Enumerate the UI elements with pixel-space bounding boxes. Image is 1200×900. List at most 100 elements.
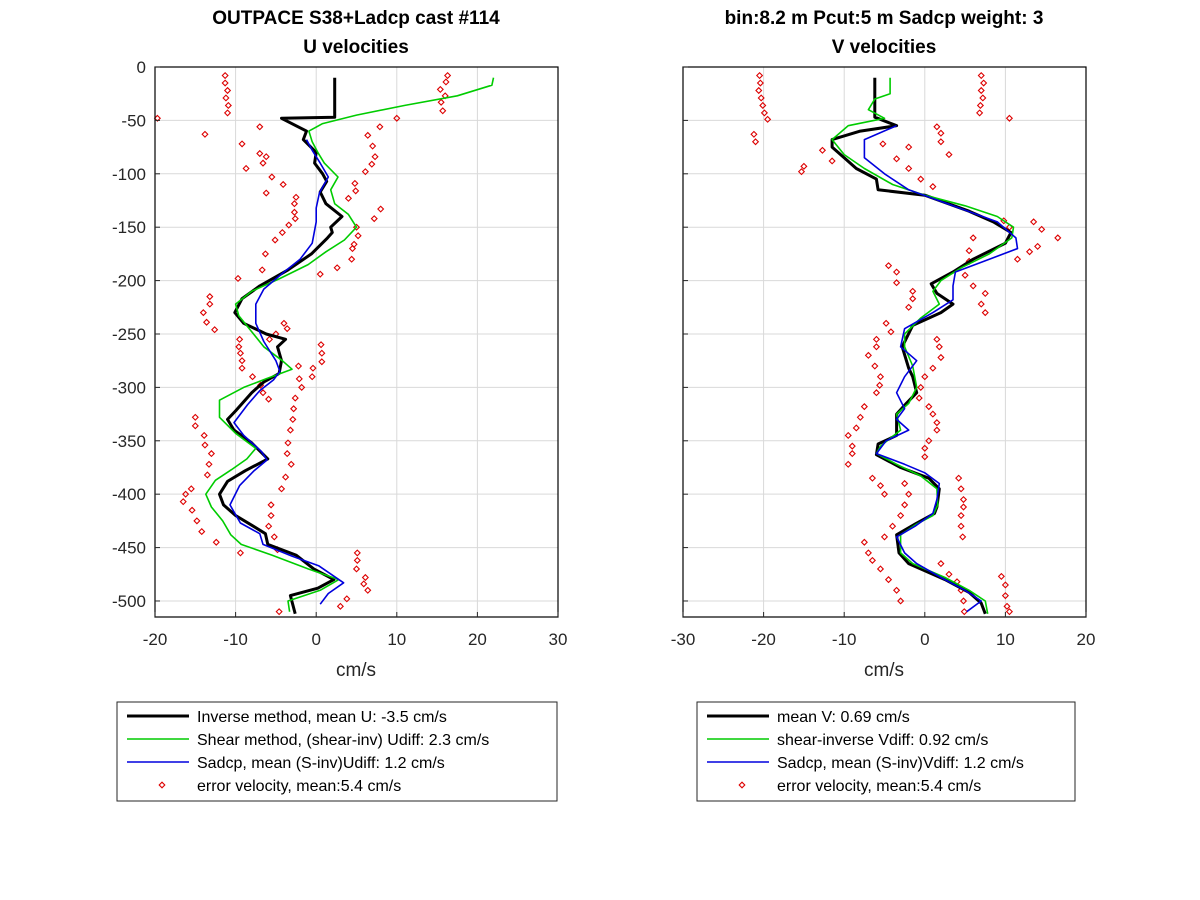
u-error-velocity-point [290,208,299,216]
v-legend-swatch [738,781,746,789]
u-error-velocity-point [203,471,211,479]
u-error-velocity-point [222,94,230,102]
u-error-velocity-point [371,153,379,161]
u-error-velocity-point [348,255,356,263]
v-error-velocity-point [888,522,897,530]
v-error-velocity-point [864,549,872,557]
v-legend-label: error velocity, mean:5.4 cm/s [777,778,981,795]
v-axes-frame [682,66,1087,618]
u-error-velocity-point [368,160,376,168]
v-error-velocity-point [893,279,901,287]
u-error-velocity-point [224,101,232,110]
v-error-velocity-point [981,309,989,317]
u-axes-frame [154,66,559,618]
v-error-velocity-point [828,157,836,165]
v-panel-subtitle: V velocities [832,37,937,58]
u-error-velocity-point [436,85,444,94]
u-error-velocity-point [281,473,290,481]
u-error-velocity-point [223,109,232,117]
v-error-velocity-point [933,419,941,427]
u-velocity-panel: OUTPACE S38+Ladcp cast #114 U velocities… [112,8,567,802]
u-x-ticks: -20 -10 0 10 20 30 [143,612,567,649]
v-error-velocity-point [1034,242,1042,250]
u-error-velocity-point [351,179,359,187]
v-legend-label: Sadcp, mean (S-inv)Vdiff: 1.2 cm/s [777,755,1024,772]
v-error-velocity-point [960,608,968,616]
u-error-velocity-point [261,250,269,258]
u-y-tick-label: -300 [112,378,146,397]
v-x-ticks: -30 -20 -10 0 10 20 [671,612,1096,649]
u-x-axis-label: cm/s [336,660,376,681]
u-x-tick-label: 0 [311,630,320,649]
u-error-velocity-point [236,549,245,557]
u-error-velocity-point [353,556,361,564]
u-error-velocity-point [221,71,229,80]
v-error-velocity-point [760,109,768,117]
u-y-tick-label: -150 [112,218,146,237]
v-error-velocity-point [1003,602,1011,610]
u-error-velocity-point [285,221,293,229]
v-error-velocity-point [977,71,985,80]
v-error-velocity-point [872,335,881,343]
u-error-velocity-point [286,426,294,434]
u-error-velocity-point [283,450,291,458]
u-error-velocity-point [265,395,273,403]
v-error-velocity-point [929,410,937,418]
u-error-velocity-point [256,123,264,131]
u-error-velocity-point [221,79,229,87]
v-error-velocity-point [937,129,945,137]
u-error-velocity-point [353,549,361,557]
v-error-velocity-point [893,155,901,163]
u-error-velocity-point [376,123,384,131]
u-error-velocity-point [236,349,245,357]
u-error-velocity-point [205,460,213,468]
u-sadcp-line [229,139,345,605]
v-error-velocity-point [957,511,965,520]
v-x-axis-label: cm/s [864,660,904,681]
u-error-velocity-point [290,200,299,208]
u-error-velocity-point [242,164,250,173]
v-inverse-line [830,77,1013,615]
u-error-velocity-point [284,439,292,447]
v-x-tick-label: -20 [751,630,776,649]
u-error-velocity-point [309,364,317,372]
v-error-velocity-point [905,303,913,311]
v-error-velocity-point [755,71,764,80]
u-error-velocity-point [289,415,297,424]
v-error-velocity-point [872,389,881,397]
v-error-velocity-point [797,168,806,176]
u-error-velocity-point [238,140,246,148]
u-error-velocity-point [201,130,209,138]
v-error-velocity-point [887,328,895,336]
v-error-velocity-point [876,381,884,389]
u-shear-line [205,77,495,612]
v-error-velocity-point [925,403,933,411]
v-error-velocity-point [1030,218,1038,226]
v-error-velocity-point [1026,248,1034,256]
v-error-velocity-point [897,511,905,520]
u-error-velocity-point [277,485,286,493]
v-error-velocity-point [880,490,889,498]
v-error-velocity-point [860,538,868,546]
v-error-velocity-point [957,522,965,530]
u-error-velocity-point [292,193,300,201]
u-error-velocity-point [343,595,351,603]
v-error-velocity-point [882,319,890,327]
u-error-velocity-point [207,450,215,458]
v-error-velocity-point [864,351,872,359]
u-legend-label: Shear method, (shear-inv) Udiff: 2.3 cm/… [197,732,489,749]
u-error-velocity-point [308,373,316,381]
u-error-velocity-point [267,501,275,509]
v-error-velocity-point [933,123,941,131]
v-error-velocity-point [884,262,893,270]
v-panel-title: bin:8.2 m Pcut:5 m Sadcp weight: 3 [725,8,1044,29]
v-error-velocity-point [893,586,901,594]
u-error-velocity-point [316,270,324,278]
v-x-tick-label: -10 [832,630,857,649]
v-x-tick-label: 20 [1077,630,1096,649]
v-error-velocity-point [876,565,885,573]
v-error-velocity-point [977,300,985,308]
v-error-velocity-point [901,501,909,509]
v-error-velocity-point [929,183,937,191]
u-y-tick-label: 0 [137,58,146,77]
